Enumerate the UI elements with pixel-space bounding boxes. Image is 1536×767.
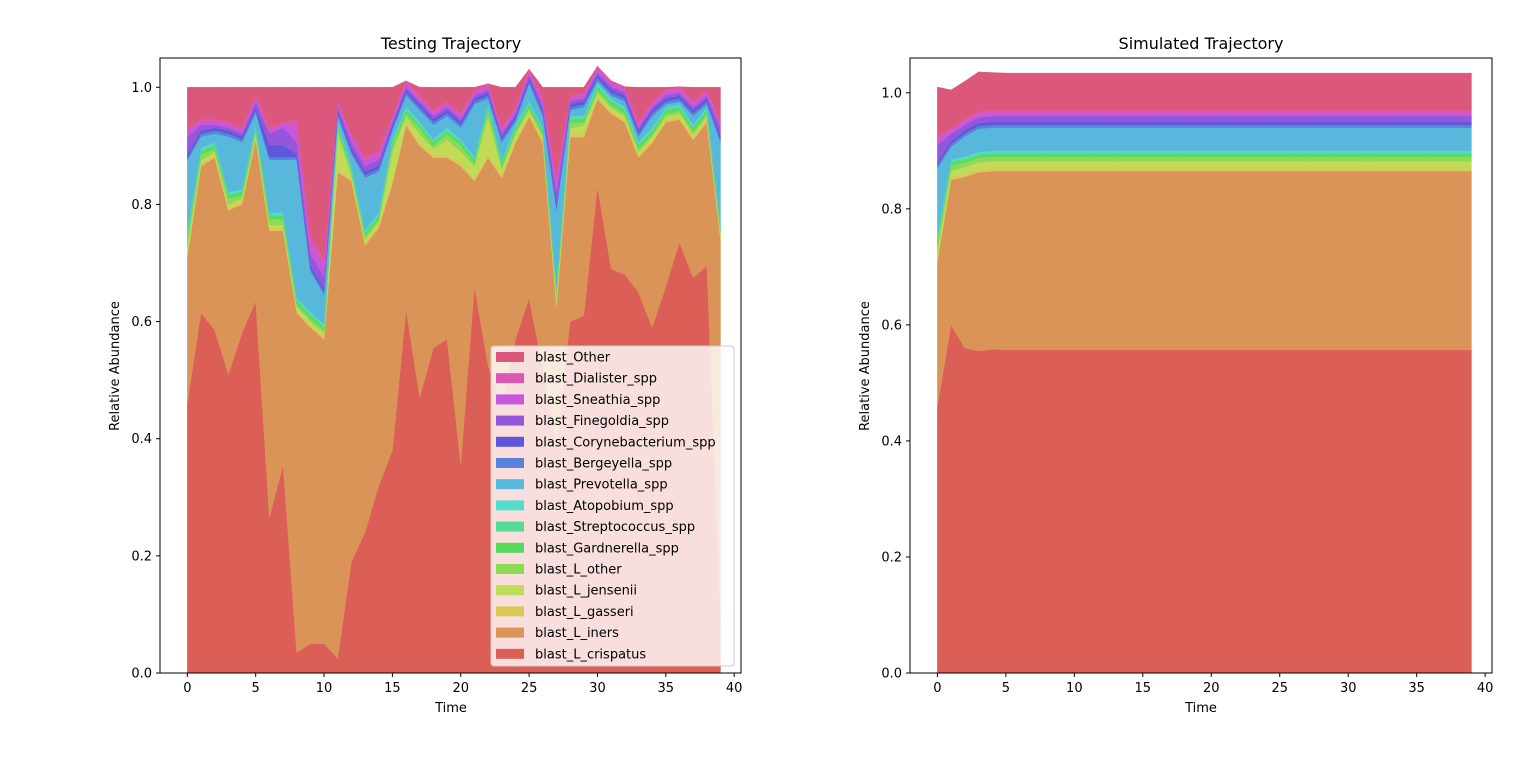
legend: blast_Other blast_Dialister_spp blast_Snea… — [490, 345, 735, 667]
legend-swatch — [496, 542, 524, 553]
simulated-trajectory-chart: Simulated Trajectory Relative Abundance … — [858, 34, 1493, 716]
x-tick-label: 10 — [1066, 681, 1083, 696]
plot-frame — [909, 57, 1493, 674]
x-tick-label: 25 — [521, 681, 538, 696]
x-tick-label: 5 — [1002, 681, 1010, 696]
legend-label: blast_L_crispatus — [535, 647, 646, 662]
legend-swatch — [496, 564, 524, 574]
x-axis-label: Time — [434, 701, 467, 716]
y-tick-label: 0.8 — [881, 202, 902, 217]
legend-swatch — [496, 606, 524, 617]
y-tick-label: 1.0 — [881, 86, 902, 101]
legend-swatch — [496, 436, 524, 447]
x-tick-label: 0 — [933, 681, 941, 696]
legend-swatch — [496, 627, 524, 638]
legend-swatch — [496, 373, 524, 384]
legend-label: blast_Atopobium_spp — [535, 499, 674, 514]
legend-swatch — [496, 648, 524, 659]
legend-label: blast_Gardnerella_spp — [535, 541, 679, 556]
x-tick-label: 5 — [252, 681, 260, 696]
x-tick-label: 30 — [589, 681, 606, 696]
x-tick-label: 15 — [1135, 681, 1152, 696]
x-tick-label: 20 — [452, 681, 469, 696]
y-axis-label: Relative Abundance — [108, 301, 123, 431]
legend-swatch — [496, 479, 524, 490]
legend-label: blast_L_other — [535, 563, 622, 578]
area-blast_Other — [187, 65, 721, 261]
x-tick-label: 40 — [726, 681, 743, 696]
x-tick-label: 10 — [316, 681, 333, 696]
legend-swatch — [496, 352, 524, 362]
legend-label: blast_Other — [535, 351, 611, 366]
y-tick-label: 0.2 — [131, 549, 152, 564]
legend-box — [490, 345, 735, 667]
y-ticks: 0.0 0.2 0.4 0.6 0.8 1.0 — [131, 81, 160, 682]
area-blast_L_crispatus — [937, 324, 1472, 674]
legend-swatch — [496, 585, 524, 596]
legend-label: blast_Streptococcus_spp — [535, 520, 695, 535]
x-tick-label: 35 — [658, 681, 675, 696]
y-tick-label: 0.8 — [131, 198, 152, 213]
chart-title: Simulated Trajectory — [1119, 34, 1284, 53]
legend-label: blast_Sneathia_spp — [535, 393, 660, 408]
legend-label: blast_L_iners — [535, 626, 619, 641]
legend-swatch — [496, 415, 524, 426]
y-tick-label: 0.0 — [131, 667, 152, 682]
legend-label: blast_Corynebacterium_spp — [535, 435, 716, 450]
testing-trajectory-chart: Testing Trajectory Relative Abundance Ti… — [108, 34, 742, 716]
legend-swatch — [496, 458, 524, 468]
y-tick-label: 0.4 — [131, 432, 152, 447]
chart-title: Testing Trajectory — [380, 34, 521, 53]
x-tick-label: 15 — [384, 681, 401, 696]
x-tick-label: 35 — [1408, 681, 1425, 696]
legend-label: blast_Prevotella_spp — [535, 478, 668, 493]
x-tick-label: 0 — [183, 681, 191, 696]
y-axis-label: Relative Abundance — [858, 301, 873, 431]
legend-swatch — [496, 521, 524, 532]
x-ticks: 0 5 10 15 20 25 30 35 40 — [933, 673, 1493, 696]
legend-label: blast_Bergeyella_spp — [535, 457, 672, 472]
legend-swatch — [496, 394, 524, 405]
y-tick-label: 0.2 — [881, 550, 902, 565]
legend-label: blast_L_gasseri — [535, 605, 634, 620]
x-tick-label: 20 — [1203, 681, 1220, 696]
y-ticks: 0.0 0.2 0.4 0.6 0.8 1.0 — [881, 86, 910, 682]
x-ticks: 0 5 10 15 20 25 30 35 40 — [183, 673, 742, 696]
x-axis-label: Time — [1184, 701, 1217, 716]
y-tick-label: 0.4 — [881, 434, 902, 449]
area-blast_Other — [937, 71, 1472, 137]
x-tick-label: 25 — [1271, 681, 1288, 696]
y-tick-label: 0.0 — [881, 667, 902, 682]
y-tick-label: 0.6 — [881, 318, 902, 333]
legend-label: blast_Finegoldia_spp — [535, 414, 669, 429]
legend-label: blast_Dialister_spp — [535, 372, 657, 387]
x-tick-label: 30 — [1340, 681, 1357, 696]
legend-swatch — [496, 500, 524, 511]
y-tick-label: 0.6 — [131, 315, 152, 330]
x-tick-label: 40 — [1477, 681, 1494, 696]
y-tick-label: 1.0 — [131, 81, 152, 96]
legend-label: blast_L_jensenii — [535, 584, 637, 599]
plot-frame — [159, 57, 742, 674]
area-layers — [937, 71, 1472, 674]
